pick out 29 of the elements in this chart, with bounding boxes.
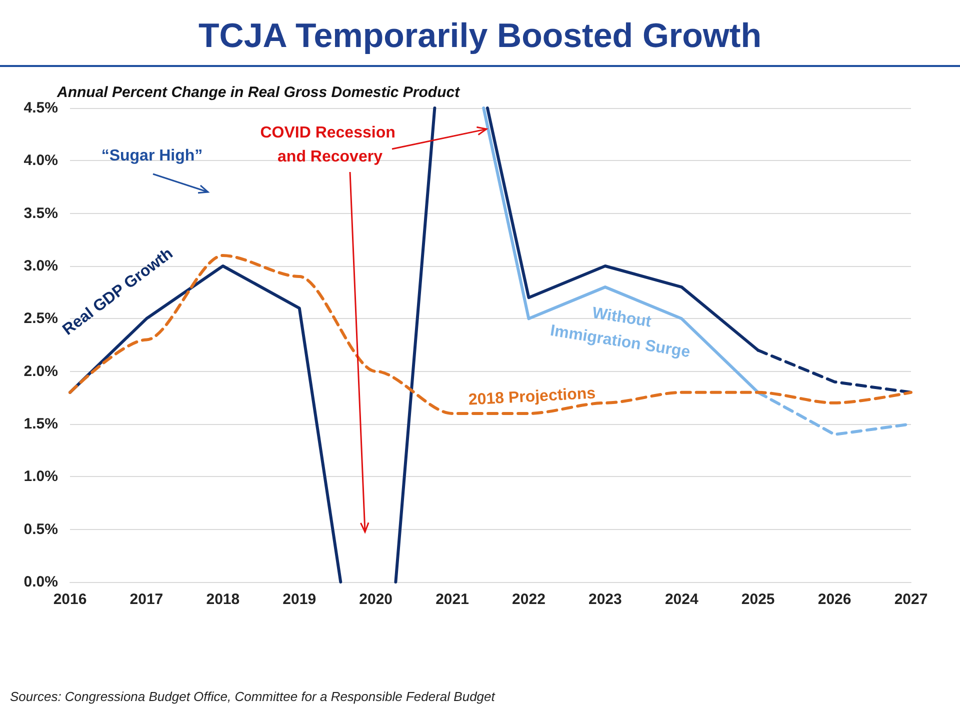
y-tick-label: 1.0% <box>24 468 58 486</box>
y-tick-label: 4.5% <box>24 100 58 116</box>
y-tick-label: 3.5% <box>24 204 58 222</box>
y-tick-label: 0.5% <box>24 520 58 538</box>
x-tick-label: 2021 <box>436 591 469 608</box>
y-tick-label: 3.0% <box>24 258 58 274</box>
y-tick-label: 2.5% <box>24 310 58 328</box>
x-tick-label: 2017 <box>130 591 164 608</box>
x-tick-label: 2022 <box>512 591 546 608</box>
x-tick-label: 2027 <box>894 591 928 608</box>
x-tick-label: 2020 <box>359 591 393 608</box>
x-tick-label: 2026 <box>818 591 852 608</box>
chart-subtitle: Annual Percent Change in Real Gross Domestic Product <box>56 84 461 101</box>
x-tick-label: 2025 <box>741 591 775 608</box>
annotation: 2018 Projections <box>468 385 596 409</box>
annotation: COVID Recession and Recovery <box>260 124 400 166</box>
y-tick-label: 2.0% <box>24 362 58 380</box>
y-tick-label: 1.5% <box>24 416 58 432</box>
x-tick-label: 2024 <box>664 591 699 608</box>
chart-title: TCJA Temporarily Boosted Growth <box>198 17 762 55</box>
x-tick-label: 2019 <box>282 591 316 608</box>
x-tick-label: 2023 <box>588 591 622 608</box>
x-tick-label: 2016 <box>53 591 87 608</box>
source-note: Sources: Congressiona Budget Office, Committee for a Responsible Federal Budget <box>10 689 496 704</box>
y-tick-label: 0.0% <box>24 574 58 590</box>
x-tick-label: 2018 <box>206 591 240 608</box>
y-tick-label: 4.0% <box>24 152 58 170</box>
annotation: Without Immigration Surge <box>548 304 692 362</box>
annotation: “Sugar High” <box>101 148 203 164</box>
